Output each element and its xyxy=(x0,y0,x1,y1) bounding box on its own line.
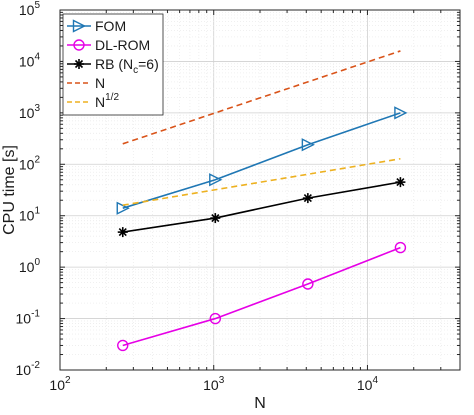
marker-stroke xyxy=(396,178,405,187)
y-tick-label: 100 xyxy=(19,257,41,275)
legend-marker-2 xyxy=(74,59,84,69)
series-2-point xyxy=(210,213,221,224)
legend-label-3: N xyxy=(95,75,105,91)
x-tick-label: 102 xyxy=(49,375,71,393)
x-axis-label: N xyxy=(254,395,266,412)
legend: FOM DL-ROM RB (Nc=6)NN1/2 xyxy=(62,13,164,116)
x-tick-label: 104 xyxy=(357,375,379,393)
x-tick-label: 103 xyxy=(203,375,225,393)
y-axis-label: CPU time [s] xyxy=(1,145,18,235)
legend-label-4: N1/2 xyxy=(95,92,119,110)
series-1-point xyxy=(209,312,222,325)
y-tick-label: 102 xyxy=(19,154,41,172)
series-layer xyxy=(116,50,408,352)
series-2-point xyxy=(302,193,313,204)
series-0-point xyxy=(116,201,130,215)
series-line-1 xyxy=(122,246,401,347)
series-0-point xyxy=(209,173,223,187)
series-line-0 xyxy=(122,112,401,209)
series-0-point xyxy=(301,138,315,152)
series-0-point xyxy=(394,106,408,120)
marker-stroke xyxy=(211,214,220,223)
marker-stroke xyxy=(118,228,127,237)
marker-stroke xyxy=(74,59,84,69)
y-tick-label: 10-1 xyxy=(16,309,41,327)
series-1-point xyxy=(302,278,314,290)
y-tick-label: 105 xyxy=(19,0,41,18)
legend-label-1: DL-ROM xyxy=(95,37,150,53)
legend-label-0: FOM xyxy=(95,18,126,34)
series-2-point xyxy=(117,227,128,238)
series-line-2 xyxy=(122,181,401,233)
y-tick-label: 10-2 xyxy=(16,360,41,378)
series-2-point xyxy=(395,177,406,188)
series-1-point xyxy=(117,339,129,352)
legend-label-2: RB (Nc=6) xyxy=(95,56,159,76)
y-tick-label: 104 xyxy=(19,51,41,69)
y-tick-label: 101 xyxy=(19,206,41,224)
legend-marker-0 xyxy=(72,19,87,33)
marker-stroke xyxy=(303,194,312,203)
series-1-point xyxy=(394,241,407,254)
series-line-3 xyxy=(122,50,401,145)
tick-labels: 102 103 104 10-2 10-1 100 101 102 103 104 105 xyxy=(16,0,379,393)
ticks xyxy=(59,9,461,371)
series-line-4 xyxy=(122,157,401,207)
legend-marker-1 xyxy=(73,39,85,51)
y-tick-label: 103 xyxy=(19,103,41,121)
